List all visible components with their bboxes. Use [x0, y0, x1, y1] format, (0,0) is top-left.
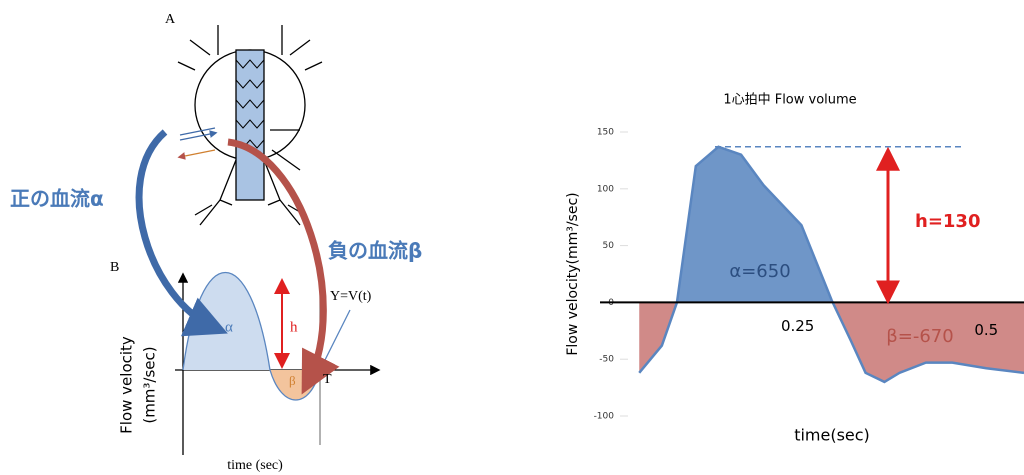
- panel-label: B: [110, 260, 119, 275]
- annotation: h=130: [915, 211, 980, 232]
- h-label: h: [290, 319, 298, 335]
- y-tick-label: -50: [599, 355, 614, 365]
- y-tick-label: -100: [594, 412, 615, 422]
- curve-label: Y=V(t): [330, 289, 372, 304]
- positive-flow-label: 正の血流α: [10, 187, 104, 211]
- x-axis-label: time (sec): [227, 458, 283, 473]
- figure: A B 正の血流α 負の血流β Y=V(t) h α β T Flow velo…: [0, 0, 1024, 475]
- beta-label: β: [289, 373, 296, 388]
- y-tick-label: 150: [597, 128, 614, 138]
- x-tick-label: 0.25: [781, 317, 814, 335]
- y-tick-label: 50: [603, 241, 615, 251]
- y-tick-label: 100: [597, 184, 614, 194]
- x-tick-label: 0.5: [974, 321, 998, 339]
- t-label: T: [323, 372, 332, 387]
- y-axis-label: Flow velocity(mm³/sec): [565, 192, 581, 355]
- y-axis-label: (mm³/sec): [141, 346, 159, 423]
- panel-label: A: [165, 12, 176, 27]
- chart-title: 1心拍中 Flow volume: [723, 93, 856, 108]
- x-axis-label: time(sec): [794, 426, 870, 445]
- annotation: α=650: [729, 261, 790, 282]
- y-axis-label: Flow velocity: [118, 336, 136, 434]
- alpha-label: α: [225, 319, 233, 335]
- negative-flow-label: 負の血流β: [328, 239, 422, 263]
- annotation: β=-670: [886, 326, 953, 347]
